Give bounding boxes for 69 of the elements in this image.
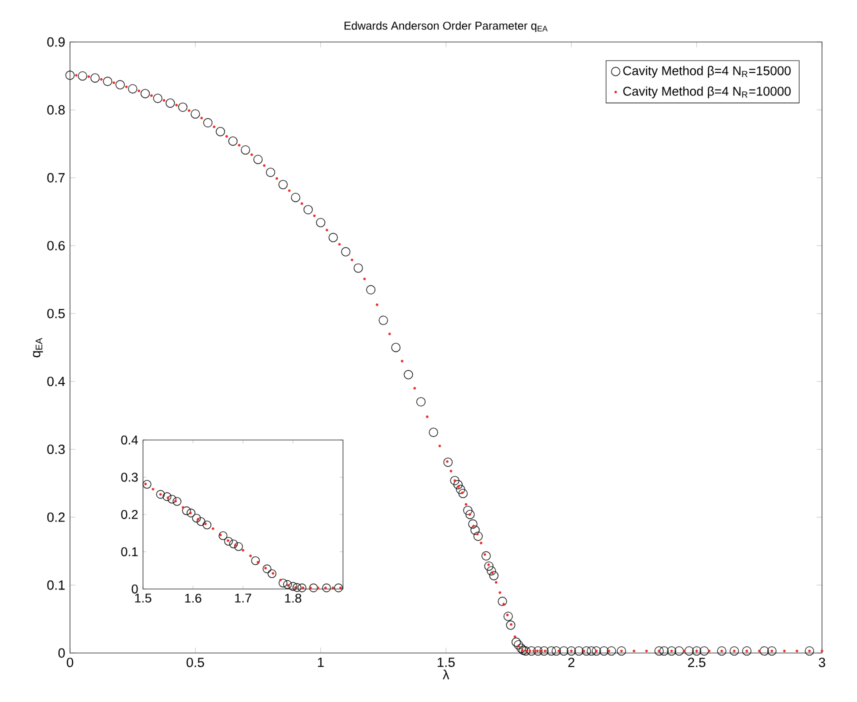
point [339, 586, 342, 590]
y-axis-title: q$_{EA}$ [33, 338, 43, 358]
y-tick-label: 0.1 [121, 547, 138, 556]
point [196, 517, 206, 526]
y-tick-label: 0.2 [47, 512, 65, 522]
point [186, 508, 196, 518]
point [268, 569, 276, 578]
point [162, 492, 172, 501]
legend-label: Cavity Method β=4 N$_{R}$=10000 [623, 86, 791, 98]
point [251, 556, 260, 566]
point [288, 582, 298, 591]
point [212, 527, 214, 530]
y-tick-label: 0.2 [121, 510, 138, 519]
y-tick-label: 0.5 [47, 308, 65, 318]
y-tick-label: 0.8 [47, 105, 65, 115]
y-tick-label: 0.4 [47, 376, 65, 386]
point [152, 488, 154, 490]
y-tick-label: 0 [58, 648, 65, 658]
chart-title: Edwards Anderson Order Parameter q$_{EA}$ [344, 21, 548, 32]
x-tick-label: 1.7 [235, 594, 252, 602]
point [262, 564, 272, 574]
point [283, 580, 292, 589]
y-tick-label: 0.3 [47, 444, 65, 454]
point [234, 544, 237, 546]
x-tick-label: 1.6 [185, 594, 202, 603]
point [249, 554, 252, 558]
point [172, 497, 182, 506]
x-tick-label: 1.8 [285, 594, 302, 603]
point [192, 514, 201, 523]
point [142, 480, 152, 489]
point [309, 586, 312, 590]
x-tick-label: 3 [818, 658, 826, 668]
x-tick-label: 1.5 [438, 658, 455, 667]
y-tick-label: 0.6 [47, 240, 65, 250]
point [292, 583, 302, 592]
x-axis-title: λ [442, 670, 450, 680]
point [219, 534, 222, 536]
point [309, 584, 318, 592]
point [224, 536, 233, 546]
point [278, 578, 288, 588]
point [316, 586, 320, 590]
point [256, 560, 260, 564]
y-tick-label: 0.7 [47, 173, 65, 182]
y-tick-label: 0.1 [47, 580, 65, 590]
point [334, 584, 343, 592]
point [242, 548, 244, 552]
point [218, 531, 228, 540]
x-tick-label: 2 [568, 658, 574, 668]
point [298, 584, 306, 592]
point [322, 584, 331, 592]
point [182, 506, 191, 516]
point [234, 542, 243, 551]
point [332, 586, 334, 590]
y-tick-label: 0.3 [121, 472, 138, 482]
x-tick-label: 0 [66, 658, 74, 668]
legend-label: Cavity Method β=4 N$_{R}$=15000 [623, 66, 791, 78]
point [229, 540, 238, 548]
x-tick-label: 1.5 [135, 594, 152, 603]
x-tick-label: 0.5 [186, 658, 204, 668]
point [182, 506, 184, 509]
y-tick-label: 0 [132, 584, 138, 594]
point [156, 490, 165, 499]
x-tick-label: 2.5 [688, 658, 706, 668]
point [168, 494, 176, 504]
x-tick-label: 1 [318, 658, 324, 667]
point [279, 578, 282, 582]
y-tick-label: 0.4 [121, 436, 138, 444]
point [202, 520, 212, 530]
y-tick-label: 0.9 [47, 37, 65, 47]
